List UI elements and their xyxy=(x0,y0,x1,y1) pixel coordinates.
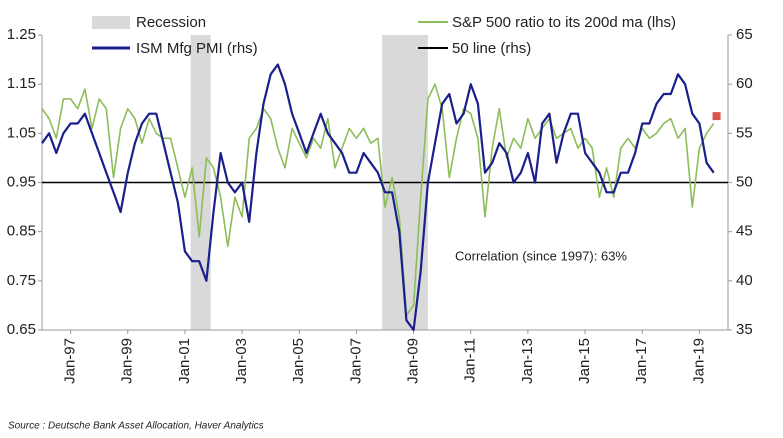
legend-label: ISM Mfg PMI (rhs) xyxy=(136,40,258,57)
legend: Recession S&P 500 ratio to its 200d ma (l… xyxy=(92,14,676,57)
y2-tick-label: 60 xyxy=(736,75,753,92)
annotation: Correlation (since 1997): 63% xyxy=(455,248,627,263)
x-tick-label: Jan-09 xyxy=(405,338,422,384)
x-tick-label: Jan-15 xyxy=(576,338,593,384)
y2-tick-label: 35 xyxy=(736,321,753,338)
y2-tick-label: 40 xyxy=(736,272,753,289)
x-tick-label: Jan-13 xyxy=(519,338,536,384)
x-tick-label: Jan-11 xyxy=(462,338,479,383)
x-tick-label: Jan-07 xyxy=(347,338,364,384)
y-tick-label: 1.15 xyxy=(7,75,36,92)
y-tick-label: 0.95 xyxy=(7,173,36,190)
y2-tick-label: 55 xyxy=(736,124,753,141)
y2-tick-label: 45 xyxy=(736,223,753,240)
series-line xyxy=(41,63,715,332)
legend-swatch xyxy=(92,16,130,29)
y-tick-label: 0.75 xyxy=(7,272,36,289)
legend-label: Recession xyxy=(136,14,206,31)
x-tick-label: Jan-05 xyxy=(290,338,307,384)
x-tick-label: Jan-19 xyxy=(690,338,707,384)
x-tick-label: Jan-17 xyxy=(633,338,650,384)
y-tick-label: 0.85 xyxy=(7,223,36,240)
x-tick-label: Jan-01 xyxy=(176,338,193,384)
legend-label: S&P 500 ratio to its 200d ma (lhs) xyxy=(452,14,676,31)
x-tick-label: Jan-03 xyxy=(233,338,250,384)
latest-marker xyxy=(712,112,721,121)
series-line xyxy=(41,83,715,317)
y-tick-label: 1.25 xyxy=(7,26,36,43)
y2-tick-label: 65 xyxy=(736,26,753,43)
legend-label: 50 line (rhs) xyxy=(452,40,531,57)
y-tick-label: 0.65 xyxy=(7,321,36,338)
x-tick-label: Jan-99 xyxy=(119,338,136,384)
y2-tick-label: 50 xyxy=(736,173,753,190)
y-tick-label: 1.05 xyxy=(7,124,36,141)
x-tick-label: Jan-97 xyxy=(62,338,79,384)
source-note: Source : Deutsche Bank Asset Allocation,… xyxy=(8,421,264,432)
